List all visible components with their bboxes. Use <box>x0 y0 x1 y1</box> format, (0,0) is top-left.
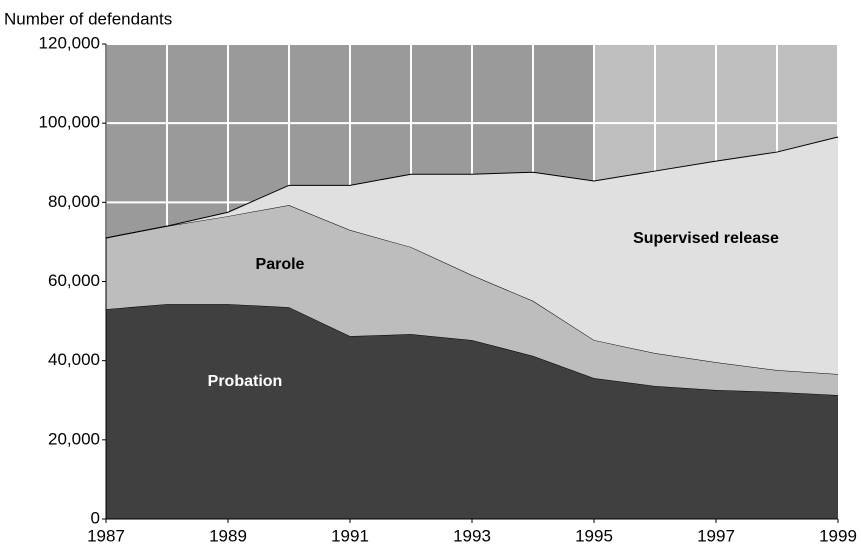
x-tick-label: 1987 <box>87 526 125 545</box>
y-tick-label: 0 <box>91 508 100 527</box>
y-axis-label: Number of defendants <box>4 9 172 28</box>
y-tick-label: 60,000 <box>48 271 100 290</box>
x-tick-label: 1999 <box>819 526 857 545</box>
area <box>106 137 838 375</box>
y-tick-label: 120,000 <box>39 33 100 52</box>
y-tick-label: 20,000 <box>48 429 100 448</box>
x-tick-label: 1995 <box>575 526 613 545</box>
area <box>106 304 838 519</box>
series-label: Parole <box>256 256 305 273</box>
area-outline <box>105 136 839 239</box>
y-tick-label: 80,000 <box>48 192 100 211</box>
x-tick-label: 1993 <box>453 526 491 545</box>
x-tick-label: 1989 <box>209 526 247 545</box>
area <box>106 205 838 396</box>
y-tick-label: 100,000 <box>39 113 100 132</box>
series-label: Supervised release <box>633 230 779 247</box>
series-label: Probation <box>208 373 283 390</box>
x-tick-label: 1991 <box>331 526 369 545</box>
x-tick-label: 1997 <box>697 526 735 545</box>
y-tick-label: 40,000 <box>48 350 100 369</box>
